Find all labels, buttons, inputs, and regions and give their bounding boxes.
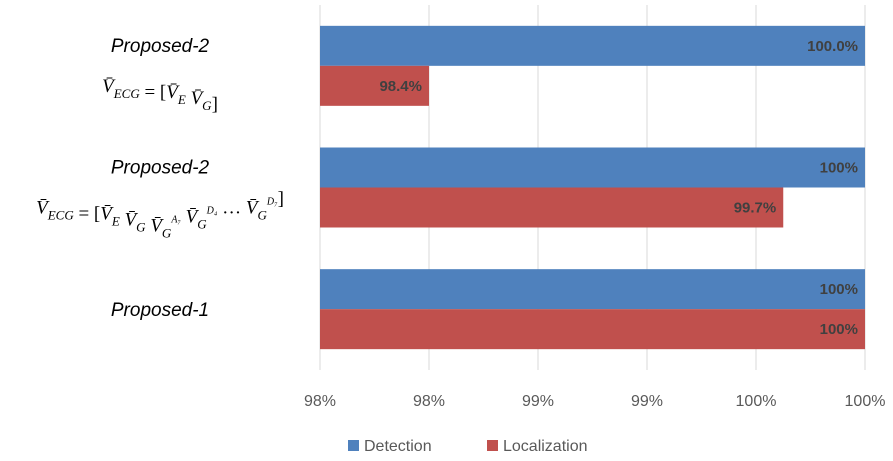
bar-localization: [320, 65, 429, 106]
formula-part: V̄: [191, 88, 205, 109]
category-label: Proposed-2: [111, 36, 210, 57]
formula-subscript: G: [197, 217, 207, 232]
formula-part: V̄: [100, 204, 114, 225]
formula-part: V̄: [36, 198, 50, 219]
legend-swatch: [487, 440, 498, 451]
category-formula: V̄ECG = [V̄E V̄G V̄GA₇ V̄GD₄ … V̄GD₇]: [36, 189, 284, 241]
formula-subscript: E: [111, 214, 120, 229]
bar-detection: [320, 25, 865, 66]
formula-subscript: G: [257, 208, 267, 223]
x-tick-label: 99%: [631, 393, 663, 410]
data-label: 100%: [820, 281, 858, 298]
data-label: 99.7%: [734, 200, 777, 217]
formula-part: V̄: [150, 216, 164, 237]
category-label: Proposed-1: [111, 300, 209, 321]
formula-part: …: [217, 198, 246, 219]
data-label: 100%: [820, 160, 858, 177]
formula-part: V̄: [166, 82, 180, 103]
x-axis-ticks: 98% 98% 99% 99% 100% 100%: [304, 393, 885, 410]
data-label: 98.4%: [379, 78, 422, 95]
bar-detection: [320, 147, 865, 188]
formula-part: V̄: [186, 207, 200, 228]
bar-localization: [320, 309, 865, 350]
legend-label: Localization: [503, 438, 588, 455]
formula-superscript: D₄: [206, 206, 218, 217]
formula-subscript: E: [177, 92, 186, 107]
x-tick-label: 100%: [736, 393, 777, 410]
formula-part: ]: [278, 189, 284, 210]
formula-part: = [: [74, 204, 101, 225]
formula-part: ]: [212, 94, 218, 115]
x-tick-label: 98%: [304, 393, 336, 410]
formula-subscript: G: [202, 98, 212, 113]
bar-detection: [320, 269, 865, 310]
formula-part: = [: [140, 82, 167, 103]
formula-superscript: A₇: [170, 215, 181, 226]
category-label: Proposed-2: [111, 158, 210, 179]
formula-part: V̄: [125, 210, 139, 231]
data-label: 100.0%: [807, 38, 858, 55]
category-labels: Proposed-2V̄ECG = [V̄E V̄G]Proposed-2V̄E…: [36, 36, 284, 321]
formula-part: V̄: [102, 76, 116, 97]
bars: 100.0% 98.4% 100% 99.7% 100% 100%: [320, 25, 865, 350]
formula-subscript: ECG: [47, 208, 75, 223]
formula-subscript: G: [162, 226, 172, 241]
legend: Detection Localization: [348, 438, 588, 455]
x-tick-label: 98%: [413, 393, 445, 410]
formula-subscript: G: [136, 220, 146, 235]
x-tick-label: 100%: [845, 393, 886, 410]
formula-subscript: ECG: [113, 86, 141, 101]
category-formula: V̄ECG = [V̄E V̄G]: [102, 76, 218, 115]
legend-label: Detection: [364, 438, 432, 455]
bar-localization: [320, 187, 784, 228]
formula-part: V̄: [246, 198, 260, 219]
legend-swatch: [348, 440, 359, 451]
formula-superscript: D₇: [266, 197, 278, 208]
x-tick-label: 99%: [522, 393, 554, 410]
data-label: 100%: [820, 321, 858, 338]
